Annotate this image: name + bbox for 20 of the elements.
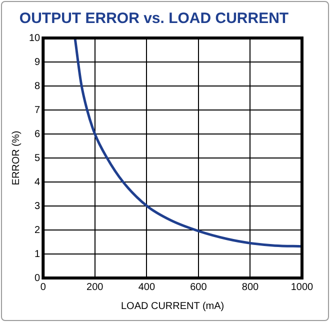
x-tick-label: 600 [190, 282, 208, 293]
y-tick-label: 4 [34, 176, 41, 188]
y-tick-label: 3 [34, 200, 41, 212]
line-series [74, 38, 302, 248]
x-tick-label: 800 [242, 282, 260, 293]
x-tick-label: 200 [86, 282, 104, 293]
y-tick-label: 10 [29, 32, 41, 44]
y-tick-label: 5 [34, 152, 41, 164]
chart-title: OUTPUT ERROR vs. LOAD CURRENT [19, 10, 289, 28]
y-tick-label: 6 [34, 128, 41, 140]
y-tick-label: 7 [34, 104, 41, 116]
y-tick-label: 1 [34, 248, 41, 260]
y-tick-label: 8 [34, 80, 41, 92]
x-tick-label: 400 [138, 282, 156, 293]
x-tick-label: 1000 [290, 282, 314, 293]
x-axis-title: LOAD CURRENT (mA) [120, 300, 224, 312]
y-tick-label: 2 [34, 224, 41, 236]
y-axis-title: ERROR (%) [10, 130, 22, 186]
y-tick-label: 0 [34, 272, 41, 284]
y-tick-label: 9 [34, 56, 41, 68]
